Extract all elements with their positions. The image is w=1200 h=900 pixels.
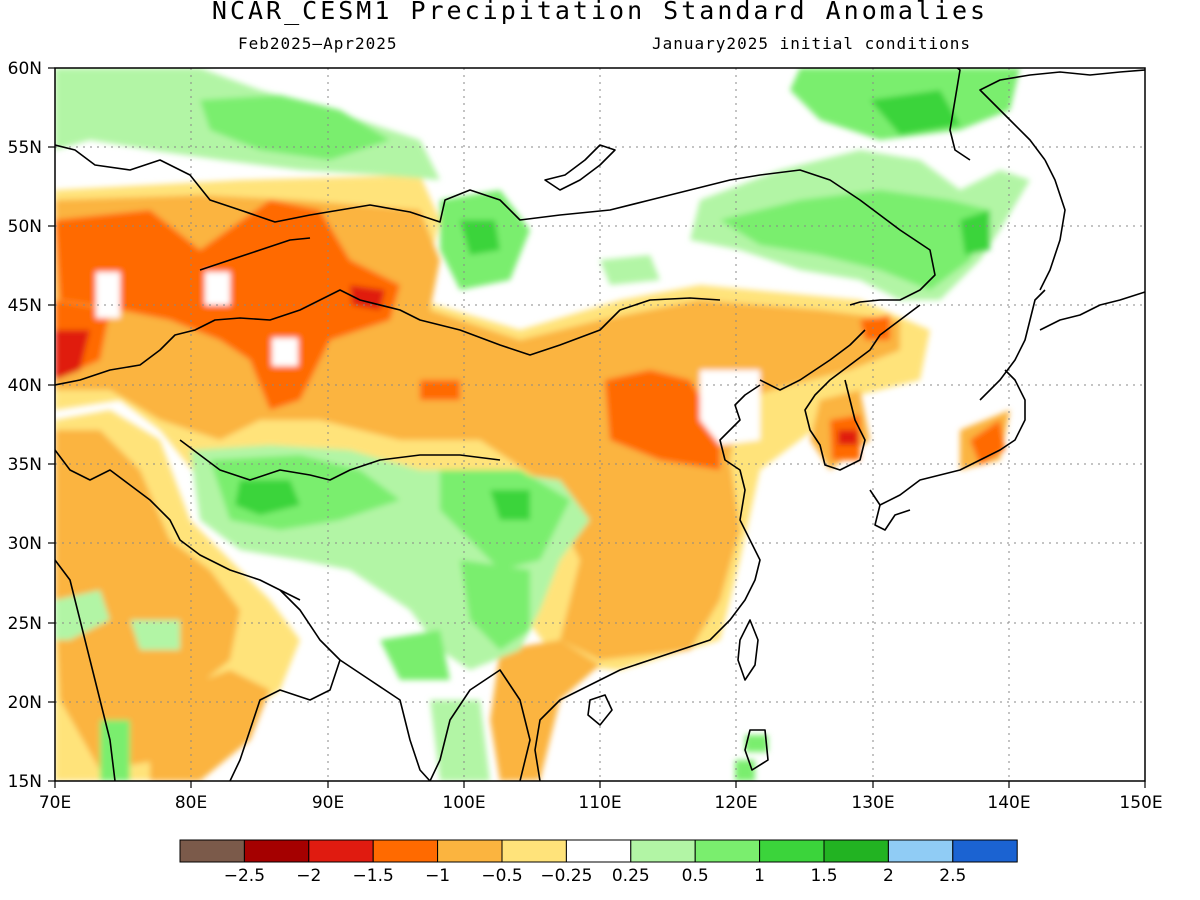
initial-conditions: January2025 initial conditions xyxy=(652,34,971,53)
colorbar-swatch xyxy=(823,839,889,863)
colorbar-swatch xyxy=(952,839,1018,863)
colorbar-labels: −2.5 −2 −1.5 −1 −0.5 −0.25 0.25 0.5 1 1.5 2 2.5 xyxy=(224,866,967,886)
lon-label: 110E xyxy=(578,793,621,813)
lat-label: 40N xyxy=(8,376,42,396)
colorbar-swatch xyxy=(501,839,567,863)
lat-label: 20N xyxy=(8,693,42,713)
colorbar-label: 2 xyxy=(883,866,894,886)
colorbar xyxy=(179,839,1018,863)
colorbar-swatch xyxy=(694,839,761,863)
lon-label: 140E xyxy=(987,793,1030,813)
lon-label: 90E xyxy=(312,793,344,813)
colorbar-swatch xyxy=(243,839,310,863)
colorbar-label: −1.5 xyxy=(353,866,394,886)
colorbar-label: 1 xyxy=(754,866,765,886)
lon-label: 100E xyxy=(442,793,485,813)
colorbar-swatch xyxy=(372,839,439,863)
coastlines xyxy=(55,68,1145,781)
colorbar-label: 0.5 xyxy=(682,866,709,886)
colorbar-label: −1 xyxy=(425,866,450,886)
colorbar-label: 0.25 xyxy=(612,866,650,886)
colorbar-label: −2.5 xyxy=(224,866,265,886)
lat-label: 60N xyxy=(8,59,42,79)
lon-label: 120E xyxy=(714,793,757,813)
colorbar-swatch xyxy=(887,839,954,863)
colorbar-swatch xyxy=(437,839,503,863)
colorbar-label: 2.5 xyxy=(939,866,966,886)
lat-label: 55N xyxy=(8,138,42,158)
colorbar-swatch xyxy=(565,839,632,863)
lat-label: 25N xyxy=(8,614,42,634)
lon-label: 70E xyxy=(39,793,71,813)
lat-label: 35N xyxy=(8,455,42,475)
lat-label: 30N xyxy=(8,534,42,554)
longitude-labels: 70E 80E 90E 100E 110E 120E 130E 140E 150… xyxy=(39,793,1163,813)
colorbar-swatch xyxy=(630,839,696,863)
lon-label: 130E xyxy=(851,793,894,813)
colorbar-swatch xyxy=(308,839,374,863)
lat-label: 50N xyxy=(8,217,42,237)
lon-label: 150E xyxy=(1119,793,1162,813)
colorbar-label: 1.5 xyxy=(810,866,837,886)
colorbar-swatch xyxy=(179,839,245,863)
lon-label: 80E xyxy=(175,793,207,813)
colorbar-swatch xyxy=(759,839,825,863)
colorbar-label: −0.5 xyxy=(481,866,522,886)
lat-label: 15N xyxy=(8,772,42,792)
colorbar-label: −0.25 xyxy=(540,866,592,886)
latitude-labels: 60N 55N 50N 45N 40N 35N 30N 25N 20N 15N xyxy=(8,59,42,792)
map-title: NCAR_CESM1 Precipitation Standard Anomal… xyxy=(211,0,989,25)
forecast-period: Feb2025–Apr2025 xyxy=(238,34,398,53)
colorbar-label: −2 xyxy=(296,866,321,886)
lat-label: 45N xyxy=(8,296,42,316)
